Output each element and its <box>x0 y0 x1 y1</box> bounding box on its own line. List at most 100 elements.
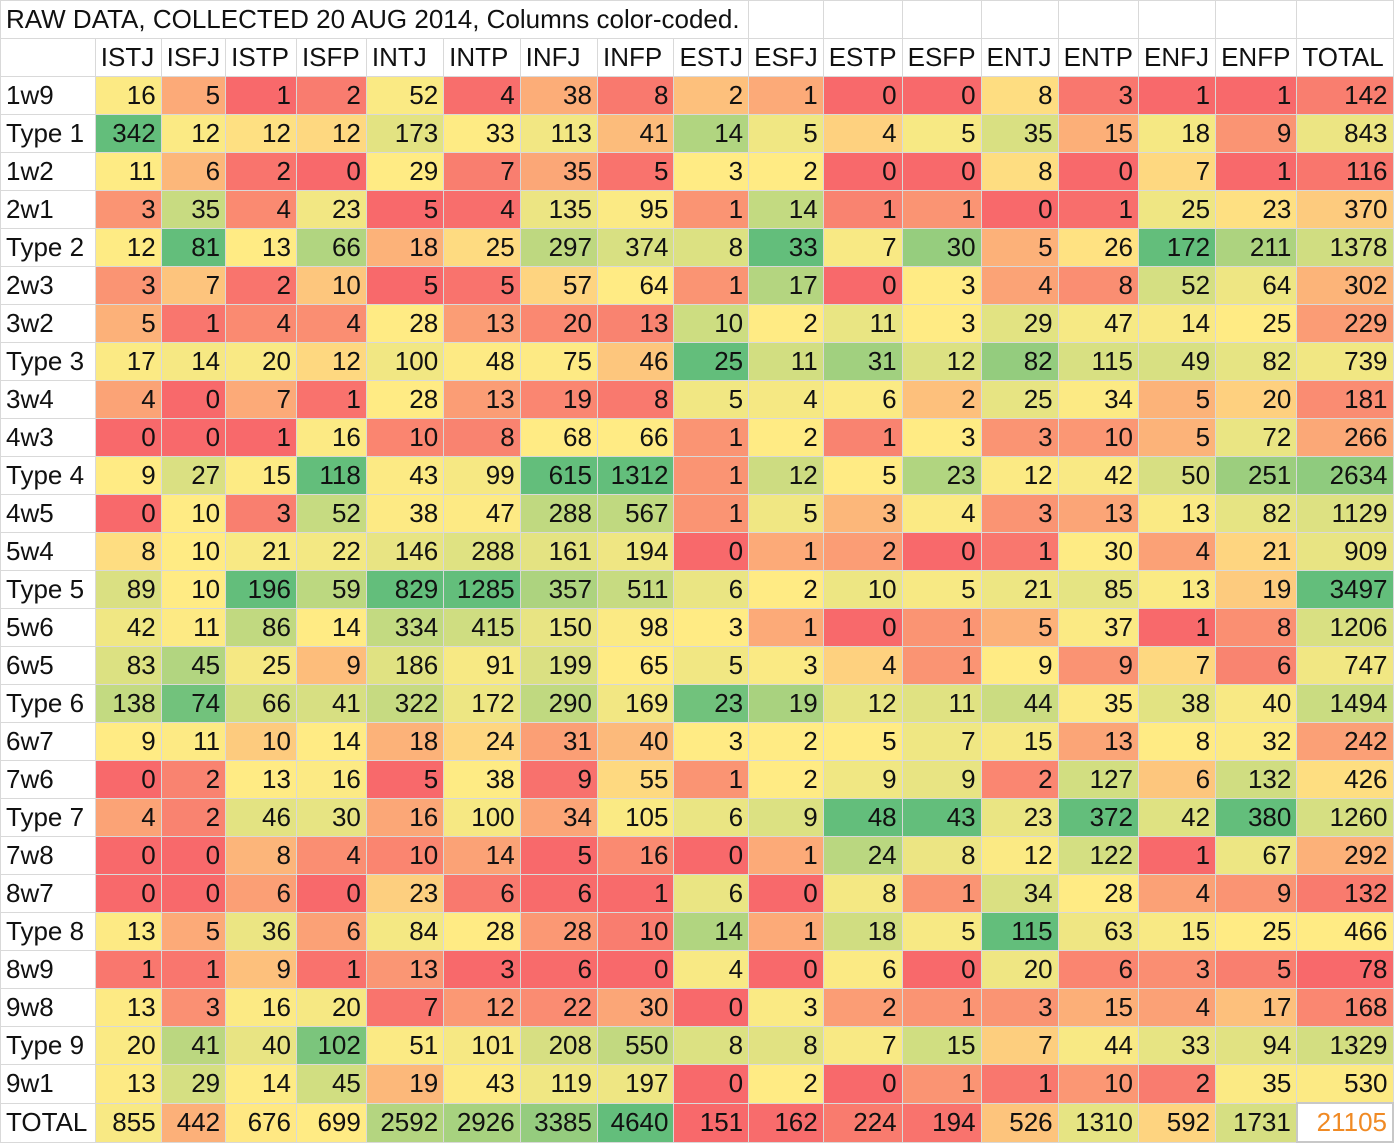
cell-1w9-entp[interactable]: 3 <box>1057 76 1139 115</box>
cell-type-3-enfp[interactable]: 82 <box>1215 342 1298 381</box>
cell-type-7-infp[interactable]: 105 <box>596 798 675 837</box>
cell-3w2-isfp[interactable]: 4 <box>295 304 367 343</box>
cell-4w5-enfp[interactable]: 82 <box>1215 494 1298 533</box>
cell-2w3-intp[interactable]: 5 <box>443 266 521 305</box>
cell-type-9-isfj[interactable]: 41 <box>160 1026 227 1065</box>
cell-8w7-infp[interactable]: 1 <box>596 874 675 913</box>
cell-type-4-estj[interactable]: 1 <box>673 456 750 495</box>
total-cell-entp[interactable]: 1310 <box>1057 1102 1139 1143</box>
cell-4w5-intp[interactable]: 47 <box>443 494 521 533</box>
cell-6w5-entp[interactable]: 9 <box>1057 646 1139 685</box>
cell-6w7-intj[interactable]: 18 <box>365 722 445 761</box>
cell-4w5-isfj[interactable]: 10 <box>160 494 227 533</box>
cell-6w5-intj[interactable]: 186 <box>365 646 445 685</box>
cell-8w7-intp[interactable]: 6 <box>443 874 521 913</box>
cell-7w6-istp[interactable]: 13 <box>225 760 297 799</box>
cell-2w1-estp[interactable]: 1 <box>822 190 903 229</box>
cell-9w8-esfp[interactable]: 1 <box>901 988 982 1027</box>
cell-type-7-estj[interactable]: 6 <box>673 798 750 837</box>
cell-6w7-infp[interactable]: 40 <box>596 722 675 761</box>
cell-type-9-estj[interactable]: 8 <box>673 1026 750 1065</box>
cell-7w6-isfp[interactable]: 16 <box>295 760 367 799</box>
cell-type-9-enfj[interactable]: 33 <box>1137 1026 1217 1065</box>
cell-type-7-isfp[interactable]: 30 <box>295 798 367 837</box>
cell-6w7-esfp[interactable]: 7 <box>901 722 982 761</box>
cell-type-2-entj[interactable]: 5 <box>980 228 1059 267</box>
cell-type-9-istj[interactable]: 20 <box>94 1026 162 1065</box>
cell-3w4-infj[interactable]: 19 <box>519 380 598 419</box>
cell-3w4-total[interactable]: 181 <box>1296 380 1394 419</box>
cell-3w4-enfp[interactable]: 20 <box>1215 380 1298 419</box>
cell-type-1-esfj[interactable]: 5 <box>748 114 824 153</box>
cell-type-8-estp[interactable]: 18 <box>822 912 903 951</box>
cell-type-6-entp[interactable]: 35 <box>1057 684 1139 723</box>
cell-type-3-intp[interactable]: 48 <box>443 342 521 381</box>
cell-3w2-enfp[interactable]: 25 <box>1215 304 1298 343</box>
cell-1w2-isfp[interactable]: 0 <box>295 152 367 191</box>
cell-6w5-enfp[interactable]: 6 <box>1215 646 1298 685</box>
row-label-5w6[interactable]: 5w6 <box>0 608 96 647</box>
cell-4w3-enfj[interactable]: 5 <box>1137 418 1217 457</box>
cell-3w4-esfp[interactable]: 2 <box>901 380 982 419</box>
cell-type-8-esfj[interactable]: 1 <box>748 912 824 951</box>
row-label-4w3[interactable]: 4w3 <box>0 418 96 457</box>
cell-7w6-infp[interactable]: 55 <box>596 760 675 799</box>
cell-1w2-infj[interactable]: 35 <box>519 152 598 191</box>
cell-type-1-enfj[interactable]: 18 <box>1137 114 1217 153</box>
cell-type-2-infj[interactable]: 297 <box>519 228 598 267</box>
cell-4w3-entj[interactable]: 3 <box>980 418 1059 457</box>
cell-3w2-isfj[interactable]: 1 <box>160 304 227 343</box>
cell-2w1-istj[interactable]: 3 <box>94 190 162 229</box>
cell-4w3-isfj[interactable]: 0 <box>160 418 227 457</box>
cell-2w1-intj[interactable]: 5 <box>365 190 445 229</box>
cell-type-4-esfp[interactable]: 23 <box>901 456 982 495</box>
cell-5w6-istj[interactable]: 42 <box>94 608 162 647</box>
cell-8w9-esfp[interactable]: 0 <box>901 950 982 989</box>
cell-2w1-estj[interactable]: 1 <box>673 190 750 229</box>
cell-6w5-estj[interactable]: 5 <box>673 646 750 685</box>
cell-type-7-entp[interactable]: 372 <box>1057 798 1139 837</box>
row-label-2w3[interactable]: 2w3 <box>0 266 96 305</box>
empty-cell[interactable] <box>822 0 903 39</box>
cell-7w8-entj[interactable]: 12 <box>980 836 1059 875</box>
cell-5w6-infp[interactable]: 98 <box>596 608 675 647</box>
cell-type-4-intj[interactable]: 43 <box>365 456 445 495</box>
cell-2w1-entj[interactable]: 0 <box>980 190 1059 229</box>
cell-3w4-estj[interactable]: 5 <box>673 380 750 419</box>
cell-type-4-estp[interactable]: 5 <box>822 456 903 495</box>
cell-type-4-entp[interactable]: 42 <box>1057 456 1139 495</box>
cell-2w1-infp[interactable]: 95 <box>596 190 675 229</box>
row-label-type-9[interactable]: Type 9 <box>0 1026 96 1065</box>
cell-type-9-infj[interactable]: 208 <box>519 1026 598 1065</box>
cell-8w9-infp[interactable]: 0 <box>596 950 675 989</box>
cell-8w9-estj[interactable]: 4 <box>673 950 750 989</box>
total-cell-entj[interactable]: 526 <box>980 1102 1059 1143</box>
cell-6w5-isfj[interactable]: 45 <box>160 646 227 685</box>
cell-6w5-isfp[interactable]: 9 <box>295 646 367 685</box>
cell-type-2-enfj[interactable]: 172 <box>1137 228 1217 267</box>
cell-8w7-estp[interactable]: 8 <box>822 874 903 913</box>
cell-7w8-intj[interactable]: 10 <box>365 836 445 875</box>
cell-type-6-intj[interactable]: 322 <box>365 684 445 723</box>
cell-4w5-isfp[interactable]: 52 <box>295 494 367 533</box>
cell-6w5-estp[interactable]: 4 <box>822 646 903 685</box>
cell-type-3-esfp[interactable]: 12 <box>901 342 982 381</box>
cell-7w6-estp[interactable]: 9 <box>822 760 903 799</box>
cell-2w1-enfj[interactable]: 25 <box>1137 190 1217 229</box>
cell-type-8-infp[interactable]: 10 <box>596 912 675 951</box>
cell-3w4-istj[interactable]: 4 <box>94 380 162 419</box>
cell-8w7-isfj[interactable]: 0 <box>160 874 227 913</box>
cell-type-8-enfp[interactable]: 25 <box>1215 912 1298 951</box>
cell-7w8-istj[interactable]: 0 <box>94 836 162 875</box>
cell-6w5-total[interactable]: 747 <box>1296 646 1394 685</box>
cell-3w4-isfp[interactable]: 1 <box>295 380 367 419</box>
cell-2w1-entp[interactable]: 1 <box>1057 190 1139 229</box>
cell-8w7-enfj[interactable]: 4 <box>1137 874 1217 913</box>
cell-type-2-estp[interactable]: 7 <box>822 228 903 267</box>
cell-type-9-entp[interactable]: 44 <box>1057 1026 1139 1065</box>
row-label-7w8[interactable]: 7w8 <box>0 836 96 875</box>
column-header-istj[interactable]: ISTJ <box>94 38 162 77</box>
cell-8w9-intj[interactable]: 13 <box>365 950 445 989</box>
cell-1w9-infj[interactable]: 38 <box>519 76 598 115</box>
cell-4w3-infp[interactable]: 66 <box>596 418 675 457</box>
